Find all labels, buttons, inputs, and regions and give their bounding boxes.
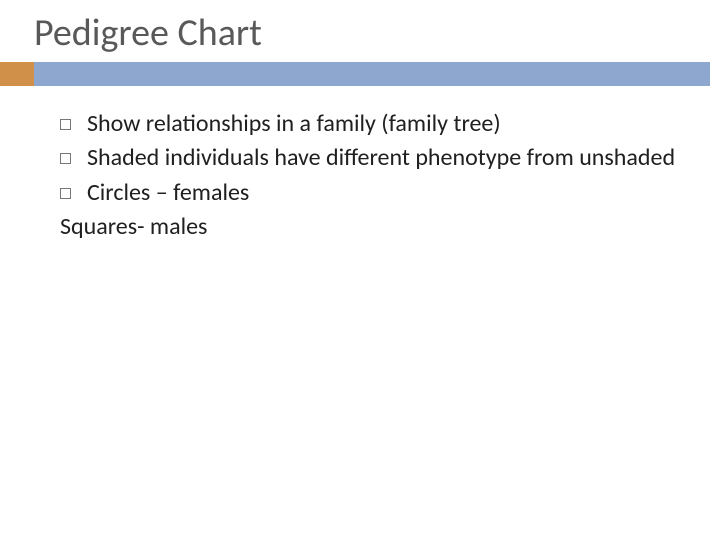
accent-block (0, 62, 34, 86)
bullet-item: Shaded individuals have different phenot… (60, 142, 690, 174)
bullet-text: Show relationships in a family (family t… (87, 108, 690, 140)
page-title: Pedigree Chart (0, 0, 720, 62)
bullet-marker-icon (60, 119, 71, 130)
bullet-text: Circles – females (87, 177, 690, 209)
divider-bar (0, 62, 720, 86)
bullet-item: Show relationships in a family (family t… (60, 108, 690, 140)
bullet-text: Shaded individuals have different phenot… (87, 142, 690, 174)
bullet-item: Circles – females (60, 177, 690, 209)
bullet-marker-icon (60, 153, 71, 164)
extra-text-line: Squares- males (60, 211, 690, 243)
content-area: Show relationships in a family (family t… (0, 86, 720, 244)
bullet-marker-icon (60, 188, 71, 199)
main-bar (34, 62, 710, 86)
